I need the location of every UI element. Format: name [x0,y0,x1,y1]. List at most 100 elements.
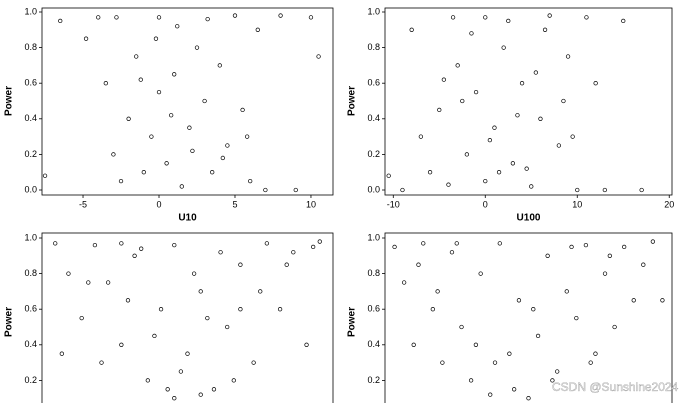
point [105,280,111,285]
point [483,15,488,20]
plot-frame [384,232,673,403]
point [119,342,124,347]
y-tick-label: 1.0 [24,232,37,242]
point [437,107,442,113]
y-tick-label: 0.2 [367,375,380,385]
point [545,253,550,258]
point [238,262,243,267]
point [66,271,71,276]
y-tick-label: 0.4 [367,113,380,123]
point [42,173,48,178]
point [258,289,263,294]
point [561,98,566,104]
point [538,116,543,121]
y-tick-label: 0.4 [24,339,37,349]
point [178,369,184,374]
point [435,289,440,294]
point [555,369,560,374]
point [263,187,268,193]
point [531,307,536,312]
point [492,360,498,365]
point [172,396,177,401]
point [583,242,589,248]
plot-frame [384,7,673,196]
x-tick-label: 10 [306,199,316,209]
y-tick-label: 1.0 [24,6,37,16]
point [631,298,636,303]
x-tick-label: 20 [664,199,674,209]
point [483,178,488,184]
point [103,81,108,86]
point [449,250,455,255]
point [612,324,617,330]
point [134,54,139,59]
point [602,187,607,193]
y-tick-label: 0.0 [367,184,380,194]
point [114,15,119,20]
point [169,113,174,118]
y-tick-label: 0.4 [367,339,380,349]
point [139,246,144,251]
point [507,351,512,356]
point [311,244,316,250]
point [198,392,203,397]
point [622,244,627,250]
y-tick-label: 1.0 [367,6,380,16]
point [416,262,421,267]
y-axis-label: Power [4,307,15,337]
y-tick-label: 0.6 [24,304,37,314]
point [526,396,531,401]
y-tick-label: 1.0 [367,232,380,242]
point [304,342,309,347]
point [175,24,180,29]
point [198,289,203,294]
point [506,18,511,24]
point [284,262,289,267]
point [79,315,84,321]
point [519,81,525,86]
point [650,239,656,244]
point [411,342,416,347]
point [501,45,506,50]
point [641,262,646,267]
point [138,77,143,82]
point [316,54,321,59]
point [125,298,131,303]
point [217,63,222,68]
point [440,360,445,365]
point [409,27,414,32]
point [187,125,192,130]
point [473,342,479,347]
point [569,244,574,250]
point [542,27,548,32]
point [564,289,569,294]
point [248,178,253,184]
point [460,98,465,104]
point [99,360,104,365]
point [291,250,296,255]
point [118,178,124,184]
point [533,70,539,75]
point [488,392,493,397]
point [496,170,502,175]
point [639,187,644,193]
point [126,116,131,121]
point [565,54,571,59]
point [602,271,608,276]
point [575,187,580,193]
y-tick-label: 0.8 [367,42,380,52]
point [111,152,116,157]
point [512,387,517,392]
x-tick-label: 0 [157,199,162,209]
x-tick-label: 5 [232,199,237,209]
point [232,13,238,18]
point [464,152,470,157]
point [418,134,424,139]
point [487,138,493,143]
point [584,15,589,20]
point [59,351,64,356]
point [210,170,215,175]
point [153,36,159,41]
y-tick-label: 0.2 [367,149,380,159]
point [149,134,154,139]
